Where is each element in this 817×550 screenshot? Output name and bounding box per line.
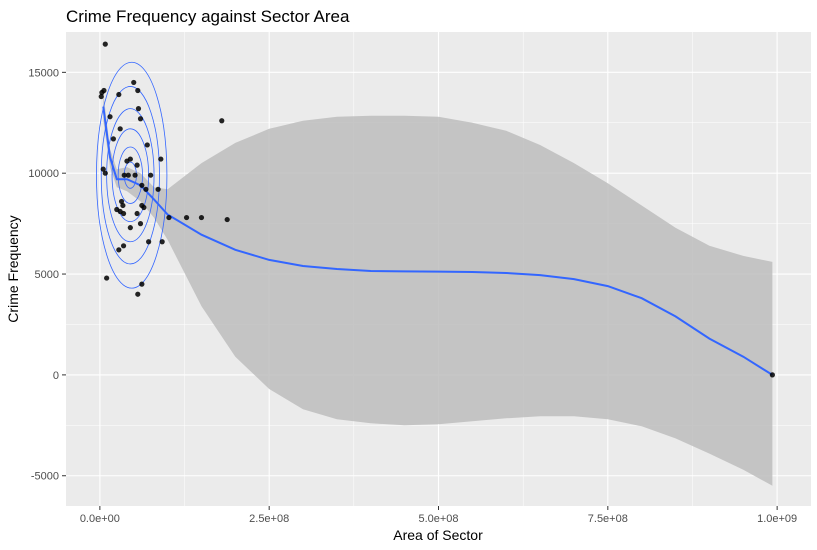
data-point <box>116 91 122 98</box>
data-point <box>137 221 144 227</box>
data-point <box>198 214 205 221</box>
data-point <box>769 372 775 378</box>
data-point <box>104 275 110 281</box>
chart-title: Crime Frequency against Sector Area <box>66 7 350 26</box>
data-point <box>107 114 113 120</box>
data-point <box>166 214 172 221</box>
data-point <box>131 79 137 86</box>
data-point <box>135 87 141 94</box>
y-axis: -5000 0 5000 10000 15000 <box>28 67 66 483</box>
data-point <box>135 106 142 112</box>
data-point <box>139 281 145 287</box>
y-tick-label: 5000 <box>35 269 59 281</box>
x-tick-label: 7.5e+08 <box>588 513 628 525</box>
data-point <box>121 172 127 178</box>
data-point <box>127 225 133 231</box>
data-point <box>120 243 127 249</box>
data-point <box>101 87 107 94</box>
data-point <box>102 170 108 176</box>
x-tick-label: 0.0e+00 <box>80 513 120 525</box>
density-contour <box>96 61 168 289</box>
y-tick-label: -5000 <box>31 471 59 483</box>
density-contour <box>100 86 160 265</box>
data-point <box>159 239 165 245</box>
data-point <box>219 118 225 124</box>
data-point <box>110 136 117 142</box>
data-point <box>183 214 190 221</box>
density-contour <box>117 146 143 204</box>
data-point <box>117 126 123 132</box>
y-axis-title: Crime Frequency <box>5 215 21 322</box>
confidence-band-layer <box>103 92 773 486</box>
data-point <box>116 247 122 253</box>
data-point <box>137 116 144 122</box>
y-tick-label: 0 <box>53 370 59 382</box>
data-point <box>155 186 161 192</box>
data-point <box>134 210 140 217</box>
y-tick-label: 10000 <box>28 168 59 180</box>
points-layer <box>98 41 775 378</box>
data-point <box>143 186 149 192</box>
data-point <box>114 206 120 213</box>
y-tick-label: 15000 <box>28 67 59 79</box>
data-point <box>148 172 154 178</box>
data-point <box>134 162 140 168</box>
x-tick-label: 1.0e+09 <box>757 513 797 525</box>
x-tick-label: 2.5e+08 <box>249 513 289 525</box>
x-axis: 0.0e+00 2.5e+08 5.0e+08 7.5e+08 1.0e+09 <box>80 506 797 525</box>
data-point <box>139 182 145 188</box>
data-point <box>100 166 106 172</box>
confidence-band <box>103 92 773 486</box>
data-point <box>132 172 138 178</box>
data-point <box>98 93 104 100</box>
data-point <box>146 239 152 245</box>
data-point <box>144 142 150 148</box>
data-point <box>141 204 147 211</box>
data-point <box>120 210 127 217</box>
x-tick-label: 5.0e+08 <box>418 513 458 525</box>
data-point <box>118 198 125 205</box>
data-point <box>124 158 130 164</box>
data-point <box>125 172 131 178</box>
data-point <box>120 202 126 209</box>
x-axis-title: Area of Sector <box>393 527 483 543</box>
data-point <box>158 156 164 162</box>
data-point <box>135 291 141 297</box>
data-point <box>224 216 230 223</box>
data-point <box>102 41 108 47</box>
